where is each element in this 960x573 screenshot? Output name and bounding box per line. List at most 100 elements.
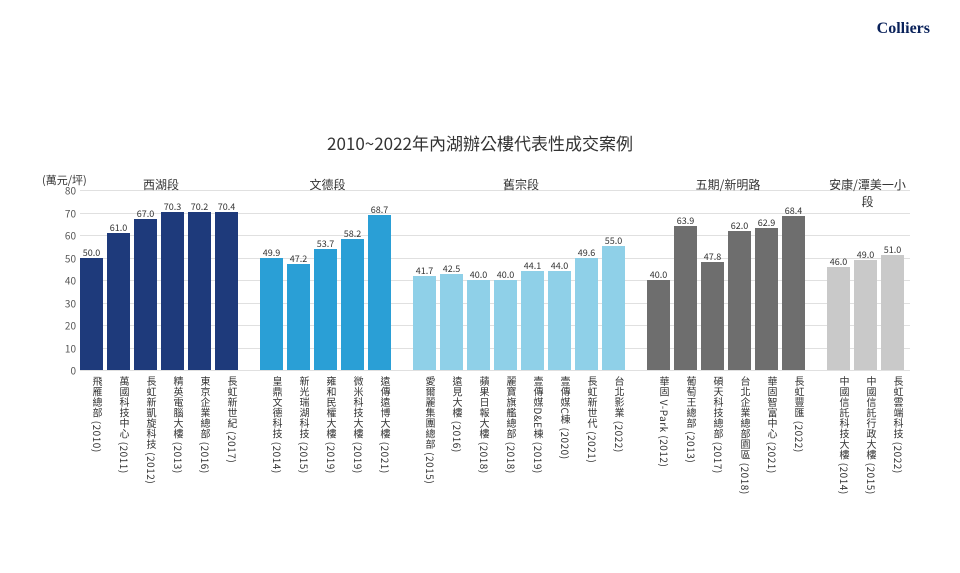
bar: 63.9 (674, 190, 697, 370)
bar-group: 舊宗段41.742.540.040.044.144.049.655.0 (413, 190, 629, 370)
bar: 70.3 (161, 190, 184, 370)
bar: 50.0 (80, 190, 103, 370)
bar-value-label: 40.0 (470, 268, 488, 281)
bar-group: 文德段49.947.253.758.268.7 (260, 190, 395, 370)
x-tick-label: 微米科技大樓 (2019) (341, 376, 364, 495)
x-tick-label: 長虹豐匯 (2022) (782, 376, 805, 495)
x-tick-label: 新光瑞湖科技 (2015) (287, 376, 310, 495)
x-tick-label: 台北影業 (2022) (602, 376, 625, 495)
bar-value-label: 49.0 (857, 248, 875, 261)
bar-rect (467, 280, 490, 370)
bar-value-label: 44.1 (524, 259, 542, 272)
bar: 40.0 (647, 190, 670, 370)
bar-value-label: 46.0 (830, 255, 848, 268)
bar-rect (341, 239, 364, 370)
bar: 68.4 (782, 190, 805, 370)
y-tick-label: 60 (52, 228, 76, 243)
x-tick-label: 壹傳媒D&E棟 (2019) (521, 376, 544, 495)
x-tick-label: 台北企業總部園區 (2018) (728, 376, 751, 495)
bar-rect (314, 249, 337, 370)
x-tick-label: 長虹雲端科技 (2022) (881, 376, 904, 495)
bar-rect (440, 274, 463, 370)
bar-groups-container: 西湖段50.061.067.070.370.270.4文德段49.947.253… (80, 190, 910, 370)
bar: 55.0 (602, 190, 625, 370)
bar-value-label: 55.0 (605, 234, 623, 247)
bar-rect (854, 260, 877, 370)
bar: 40.0 (467, 190, 490, 370)
bar-value-label: 70.2 (191, 200, 209, 213)
bar-value-label: 40.0 (650, 268, 668, 281)
y-tick-label: 0 (52, 363, 76, 378)
bar-rect (521, 271, 544, 370)
x-tick-label: 中國信託行政大樓 (2015) (854, 376, 877, 495)
x-tick-label: 精英電腦大樓 (2013) (161, 376, 184, 495)
bar-rect (782, 216, 805, 370)
x-tick-label: 蘋果日報大樓 (2018) (467, 376, 490, 495)
y-tick-label: 50 (52, 250, 76, 265)
bar-value-label: 47.8 (704, 250, 722, 263)
bar-rect (647, 280, 670, 370)
bar-rect (728, 231, 751, 371)
x-tick-label: 壹傳媒C棟 (2020) (548, 376, 571, 495)
bar-rect (827, 267, 850, 371)
bar-rect (548, 271, 571, 370)
bar: 68.7 (368, 190, 391, 370)
bar-rect (368, 215, 391, 370)
chart-title: 2010~2022年內湖辦公樓代表性成交案例 (0, 130, 960, 155)
y-tick-label: 80 (52, 183, 76, 198)
bar-value-label: 40.0 (497, 268, 515, 281)
bar: 62.0 (728, 190, 751, 370)
bar: 58.2 (341, 190, 364, 370)
x-tick-label: 長虹新世紀 (2017) (215, 376, 238, 495)
bar: 67.0 (134, 190, 157, 370)
chart-plot-area: 01020304050607080 西湖段50.061.067.070.370.… (80, 190, 910, 370)
bar-value-label: 47.2 (290, 252, 308, 265)
bar-rect (107, 233, 130, 370)
bar: 44.1 (521, 190, 544, 370)
bar: 42.5 (440, 190, 463, 370)
bar-value-label: 62.0 (731, 219, 749, 232)
x-tick-label: 飛雁總部 (2010) (80, 376, 103, 495)
bar: 70.2 (188, 190, 211, 370)
x-tick-label: 華固智富中心 (2021) (755, 376, 778, 495)
bar-rect (413, 276, 436, 370)
bar: 40.0 (494, 190, 517, 370)
bar: 49.6 (575, 190, 598, 370)
y-tick-label: 30 (52, 295, 76, 310)
bar-value-label: 58.2 (344, 227, 362, 240)
bar-rect (575, 258, 598, 370)
x-axis-labels: 飛雁總部 (2010)萬國科技中心 (2011)長虹新凱旋科技 (2012)精英… (80, 376, 910, 495)
bar-value-label: 50.0 (83, 246, 101, 259)
x-tick-label: 華固 V-Park (2012) (647, 376, 670, 495)
x-tick-label: 葡萄王總部 (2013) (674, 376, 697, 495)
bar-rect (260, 258, 283, 370)
y-tick-label: 20 (52, 318, 76, 333)
bar: 61.0 (107, 190, 130, 370)
bar-group: 安康/潭美一小段46.049.051.0 (827, 190, 908, 370)
bar-value-label: 70.3 (164, 200, 182, 213)
bar-value-label: 68.4 (785, 204, 803, 217)
y-tick-label: 40 (52, 273, 76, 288)
bar-rect (287, 264, 310, 370)
bar-group: 西湖段50.061.067.070.370.270.4 (80, 190, 242, 370)
y-tick-label: 10 (52, 340, 76, 355)
bar: 47.8 (701, 190, 724, 370)
bar-value-label: 67.0 (137, 207, 155, 220)
bar-rect (755, 228, 778, 370)
bar: 70.4 (215, 190, 238, 370)
bar-value-label: 51.0 (884, 243, 902, 256)
bar: 62.9 (755, 190, 778, 370)
bar: 47.2 (287, 190, 310, 370)
bar: 49.9 (260, 190, 283, 370)
bar-value-label: 70.4 (218, 200, 236, 213)
bar-rect (674, 226, 697, 370)
gridline (80, 370, 910, 371)
x-tick-label: 萬國科技中心 (2011) (107, 376, 130, 495)
x-tick-label: 中國信託科技大樓 (2014) (827, 376, 850, 495)
x-tick-label: 雍和民權大樓 (2019) (314, 376, 337, 495)
bar-rect (701, 262, 724, 370)
bar-value-label: 68.7 (371, 203, 389, 216)
bar-rect (188, 212, 211, 370)
x-tick-label: 長虹新世代 (2021) (575, 376, 598, 495)
bar-value-label: 44.0 (551, 259, 569, 272)
